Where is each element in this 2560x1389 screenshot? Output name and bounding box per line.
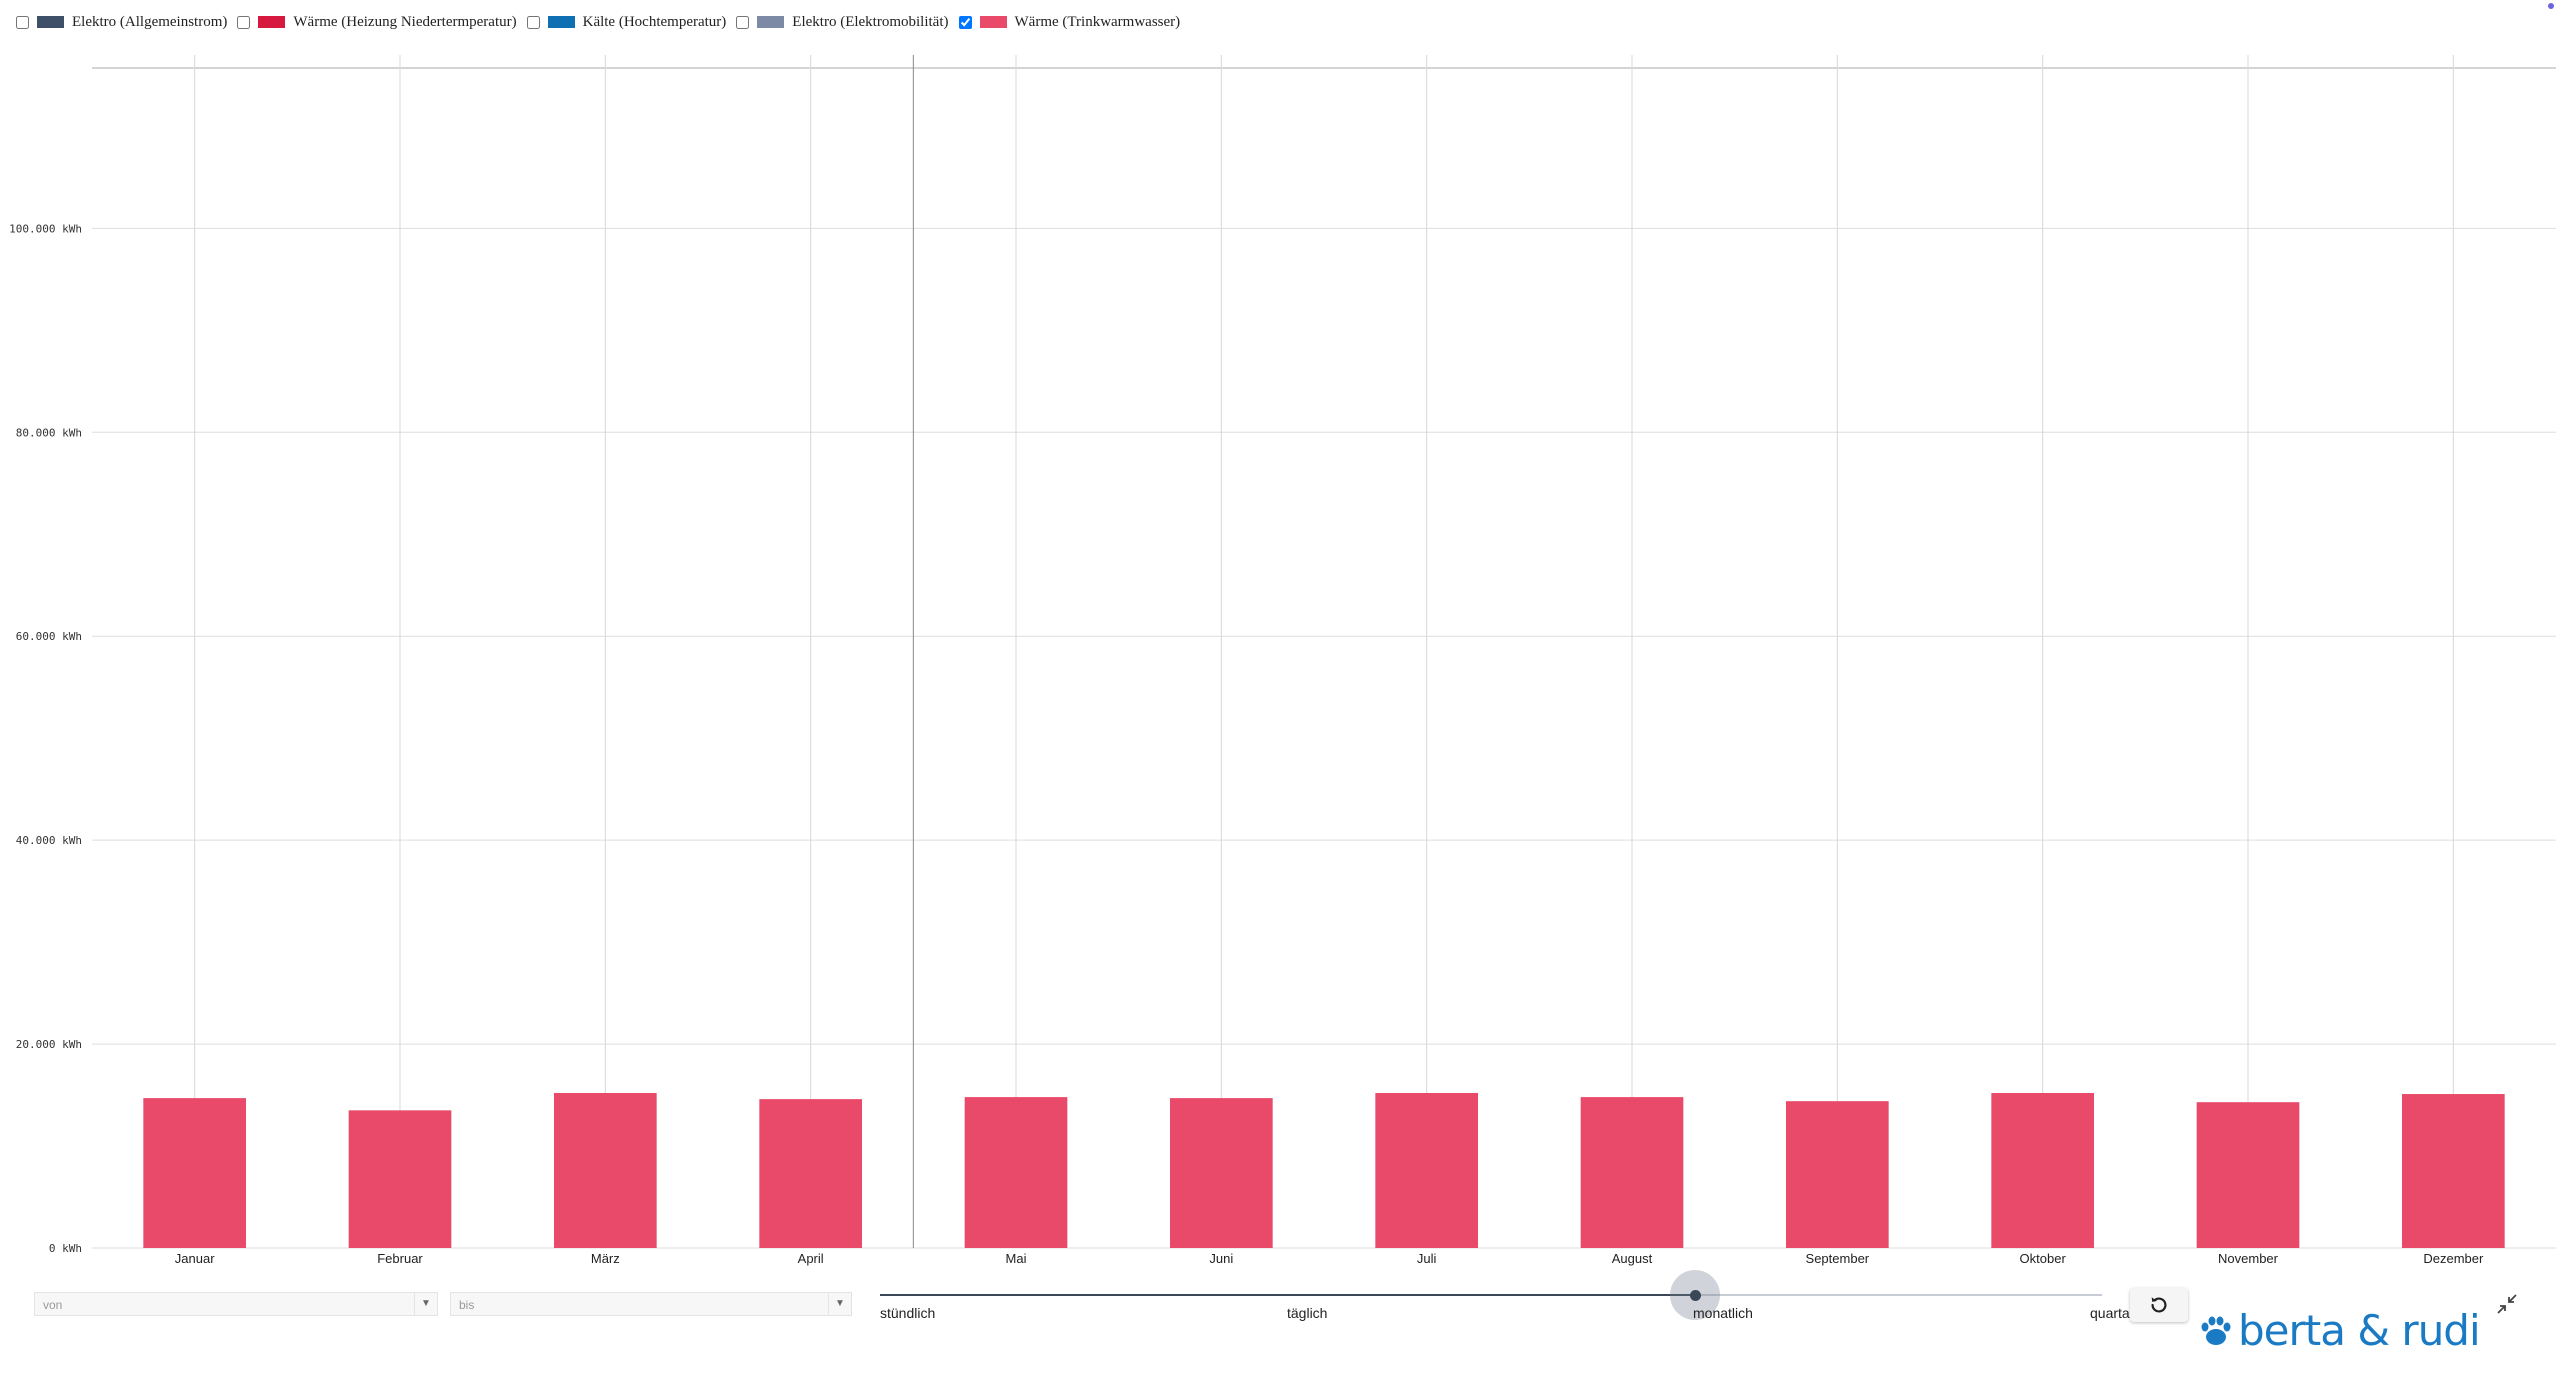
legend-label: Elektro (Allgemeinstrom) [72, 13, 228, 30]
bar [759, 1099, 862, 1248]
bar [143, 1098, 246, 1248]
legend-checkbox[interactable] [958, 15, 972, 29]
x-tick-label: März [591, 1251, 620, 1266]
x-tick-label: April [798, 1251, 824, 1266]
legend-checkbox[interactable] [237, 15, 251, 29]
chevron-down-icon[interactable]: ▼ [414, 1293, 437, 1315]
bar [2196, 1102, 2300, 1248]
legend-item[interactable]: Elektro (Allgemeinstrom) [16, 14, 227, 31]
bar-chart: 0 kWh 20.000 kWh 40.000 kWh 60.000 kWh 80.00… [9, 55, 2556, 1266]
x-tick-label: August [1612, 1251, 1653, 1266]
bar [2402, 1094, 2505, 1248]
y-tick-label: 100.000 kWh [9, 222, 82, 235]
y-axis-ticks: 0 kWh 20.000 kWh 40.000 kWh 60.000 kWh 80.00… [9, 222, 82, 1255]
legend-item[interactable]: Wärme (Heizung Niedertermperatur) [237, 13, 517, 31]
paw-icon [2201, 1316, 2231, 1345]
resolution-slider[interactable] [880, 1294, 2102, 1296]
slider-handle[interactable] [1689, 1290, 1701, 1301]
to-date-placeholder: bis [459, 1298, 475, 1312]
x-tick-label: Juli [1417, 1251, 1437, 1266]
legend-label: Elektro (Elektromobilität) [792, 13, 949, 30]
y-tick-label: 0 kWh [49, 1242, 82, 1255]
from-date-placeholder: von [43, 1298, 63, 1312]
y-tick-label: 20.000 kWh [16, 1038, 82, 1051]
reset-button[interactable] [2130, 1288, 2188, 1322]
bars [143, 1093, 2505, 1248]
rotate-ccw-icon [2151, 1297, 2167, 1313]
legend-checkbox[interactable] [526, 15, 540, 29]
x-tick-label: Januar [175, 1251, 215, 1266]
slider-label-quarterly[interactable]: quartalsweise [2090, 1305, 2130, 1321]
to-date-select[interactable]: bis ▼ [450, 1292, 852, 1316]
slider-label-daily[interactable]: täglich [1287, 1305, 1328, 1321]
legend-swatch [979, 16, 1007, 28]
y-tick-label: 80.000 kWh [16, 426, 82, 439]
legend-item[interactable]: Wärme (Trinkwarmwasser) [958, 13, 1181, 31]
legend-swatch [757, 16, 785, 28]
bar [554, 1093, 657, 1248]
x-tick-label: Mai [1006, 1251, 1027, 1266]
legend-label: Wärme (Heizung Niedertermperatur) [293, 13, 517, 30]
x-tick-label: November [2218, 1251, 2279, 1266]
slider-label-hourly[interactable]: stündlich [880, 1305, 936, 1321]
bar [1580, 1097, 1684, 1248]
x-tick-label: Oktober [2020, 1251, 2067, 1266]
brand-logo: berta & rudi [2198, 1306, 2481, 1356]
chart-legend: Elektro (Allgemeinstrom) Wärme (Heizung N… [16, 10, 1190, 34]
bar [1375, 1093, 1478, 1248]
legend-item[interactable]: Kälte (Hochtemperatur) [526, 13, 727, 31]
y-tick-label: 40.000 kWh [16, 834, 82, 847]
y-tick-label: 60.000 kWh [16, 630, 82, 643]
legend-swatch [37, 16, 64, 28]
bar [1991, 1093, 2094, 1248]
legend-label: Kälte (Hochtemperatur) [582, 13, 727, 30]
legend-item[interactable]: Elektro (Elektromobilität) [736, 13, 949, 31]
x-axis-ticks: Januar Februar März April Mai Juni Juli August S… [175, 1251, 2484, 1266]
chevron-down-icon[interactable]: ▼ [828, 1293, 851, 1315]
status-dot [2548, 3, 2554, 9]
slider-label-quarterly-clip: quartalsweise [2090, 1300, 2130, 1322]
legend-label: Wärme (Trinkwarmwasser) [1014, 13, 1181, 30]
bar [1786, 1101, 1889, 1248]
x-tick-label: Juni [1209, 1251, 1233, 1266]
legend-swatch [547, 16, 575, 28]
bar [348, 1110, 452, 1248]
collapse-button[interactable] [2492, 1290, 2522, 1320]
bar [1170, 1098, 1273, 1248]
x-tick-label: Februar [377, 1251, 423, 1266]
legend-swatch [258, 16, 286, 28]
x-tick-label: Dezember [2423, 1251, 2484, 1266]
logo-text: berta & rudi [2238, 1306, 2481, 1355]
x-tick-label: September [1806, 1251, 1870, 1266]
slider-label-monthly[interactable]: monatlich [1693, 1305, 1753, 1321]
legend-checkbox[interactable] [736, 15, 750, 29]
bar [964, 1097, 1068, 1248]
slider-fill [880, 1294, 1696, 1296]
from-date-select[interactable]: von ▼ [34, 1292, 438, 1316]
legend-checkbox[interactable] [16, 15, 29, 29]
grid-lines [92, 55, 2556, 1249]
compress-icon [2497, 1293, 2517, 1314]
